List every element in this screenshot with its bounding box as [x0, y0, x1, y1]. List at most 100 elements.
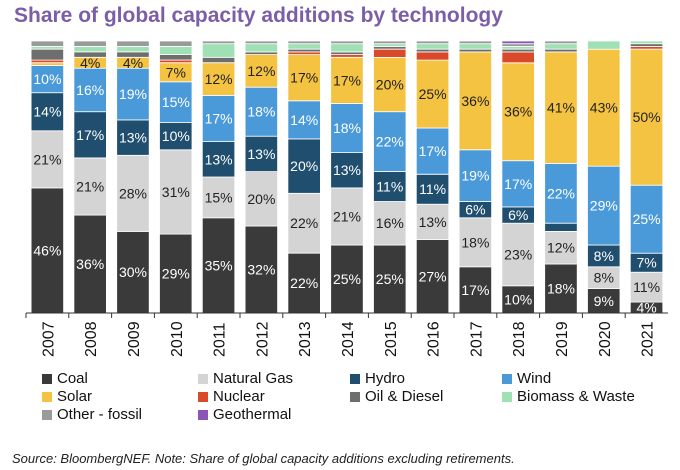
bar-nuclear-2015 [373, 48, 407, 58]
chart-title: Share of global capacity additions by te… [14, 4, 503, 27]
bar-coal-2012 [244, 225, 279, 314]
data-label-natural-gas-2017: 18% [461, 234, 489, 250]
data-label-solar-2009: 4% [123, 55, 143, 71]
bar-hydro-2016 [415, 173, 450, 205]
x-tick-label-2015: 2015 [383, 321, 400, 357]
legend-label-wind: Wind [517, 370, 552, 387]
data-label-solar-2015: 20% [376, 77, 404, 93]
bar-biomass-waste-2013 [287, 43, 321, 50]
bar-nuclear-2021 [629, 46, 664, 50]
bar-coal-2011 [201, 217, 236, 314]
legend-swatch-biomass-waste [502, 392, 512, 402]
data-label-coal-2021: 4% [636, 300, 656, 316]
bar-natural-gas-2015 [373, 201, 407, 246]
bar-solar-2013 [287, 54, 321, 102]
bar-hydro-2014 [330, 152, 364, 189]
bar-oil-diesel-2014 [330, 51, 364, 56]
bar-coal-2019 [544, 263, 578, 314]
bar-oil-diesel-2021 [629, 43, 664, 47]
bar-natural-gas-2013 [287, 192, 321, 254]
data-label-wind-2011: 17% [205, 111, 233, 127]
legend-swatch-oil-diesel [350, 392, 360, 402]
data-label-coal-2007: 46% [33, 242, 61, 258]
data-label-hydro-2016: 11% [419, 181, 446, 197]
data-label-wind-2013: 14% [290, 112, 318, 128]
data-label-hydro-2017: 6% [465, 202, 485, 218]
data-label-hydro-2018: 6% [508, 207, 528, 223]
data-label-natural-gas-2019: 12% [547, 240, 575, 256]
legend-swatch-geothermal [198, 410, 208, 420]
bar-hydro-2011 [201, 141, 236, 178]
bar-wind-2020 [587, 165, 621, 246]
bar-natural-gas-2007 [30, 130, 65, 189]
x-tick-label-2013: 2013 [297, 321, 314, 357]
bar-natural-gas-2019 [544, 230, 578, 265]
data-labels-layer: 46% 21% 14% 10% 36% 21% 17% 16% 4% 30% 28% 13% 19% 4%… [33, 55, 660, 316]
bar-biomass-waste-2007 [30, 46, 65, 50]
legend-label-coal: Coal [57, 370, 88, 387]
bar-hydro-2009 [116, 119, 150, 156]
bar-wind-2019 [544, 162, 578, 224]
bar-coal-2014 [330, 244, 364, 314]
legend-swatch-hydro [350, 374, 360, 384]
bar-nuclear-2014 [330, 54, 364, 58]
bar-other-fossil-2010 [159, 40, 193, 47]
legend-swatch-solar [42, 392, 52, 402]
bar-nuclear-2016 [415, 51, 450, 61]
bar-biomass-waste-2017 [458, 43, 493, 50]
bar-biomass-waste-2015 [373, 43, 407, 47]
bar-biomass-waste-2020 [587, 40, 621, 50]
bar-oil-diesel-2016 [415, 48, 450, 53]
x-tick-label-2007: 2007 [40, 321, 57, 357]
data-label-hydro-2007: 14% [33, 104, 61, 120]
data-label-coal-2013: 22% [290, 275, 318, 291]
bar-hydro-2013 [287, 138, 321, 194]
bar-nuclear-2018 [501, 51, 535, 64]
bar-other-fossil-2013 [287, 40, 321, 45]
data-label-coal-2019: 18% [547, 281, 575, 297]
bar-solar-2007 [30, 62, 65, 66]
data-label-wind-2017: 19% [461, 168, 489, 184]
data-label-solar-2020: 43% [590, 100, 618, 116]
data-label-wind-2019: 22% [547, 185, 575, 201]
bar-biomass-waste-2010 [159, 46, 193, 56]
bar-other-fossil-2012 [244, 40, 279, 45]
legend-label-solar: Solar [57, 388, 93, 405]
bar-wind-2017 [458, 149, 493, 202]
data-label-natural-gas-2014: 21% [333, 208, 361, 224]
legend-item-natural-gas: Natural Gas [198, 370, 293, 387]
x-tick-label-2008: 2008 [83, 321, 100, 357]
bar-natural-gas-2011 [201, 176, 236, 219]
data-label-natural-gas-2008: 21% [76, 179, 104, 195]
data-label-coal-2017: 17% [461, 282, 489, 298]
legend-item-hydro: Hydro [350, 370, 405, 387]
x-tick-label-2017: 2017 [468, 321, 485, 357]
bar-hydro-2008 [73, 111, 107, 159]
data-label-coal-2012: 32% [247, 262, 275, 278]
bar-wind-2008 [73, 67, 107, 113]
bar-natural-gas-2009 [116, 154, 150, 232]
data-label-natural-gas-2011: 15% [205, 189, 233, 205]
legend-item-geothermal: Geothermal [198, 406, 291, 423]
bar-hydro-2015 [373, 171, 407, 202]
bar-hydro-2010 [159, 122, 193, 151]
data-label-wind-2021: 25% [633, 211, 661, 227]
data-label-solar-2012: 12% [247, 63, 275, 79]
legend-label-nuclear: Nuclear [213, 388, 265, 405]
data-label-wind-2018: 17% [504, 176, 532, 192]
bar-oil-diesel-2010 [159, 54, 193, 61]
bar-coal-2015 [373, 244, 407, 314]
data-label-natural-gas-2021: 11% [633, 279, 660, 295]
bar-other-fossil-2007 [30, 40, 65, 47]
data-label-solar-2016: 25% [419, 86, 447, 102]
bar-wind-2010 [159, 81, 193, 124]
bar-biomass-waste-2019 [544, 43, 578, 50]
x-tick-label-2009: 2009 [126, 321, 143, 357]
legend-item-biomass-waste: Biomass & Waste [502, 388, 635, 405]
data-label-hydro-2020: 8% [594, 248, 614, 264]
legend-swatch-wind [502, 374, 512, 384]
data-label-wind-2016: 17% [419, 143, 447, 159]
bar-other-fossil-2009 [116, 40, 150, 47]
x-axis: 2007 2008 2009 2010 2011 2012 2013 2014 2015 2016… [25, 312, 668, 357]
data-label-natural-gas-2009: 28% [119, 185, 147, 201]
